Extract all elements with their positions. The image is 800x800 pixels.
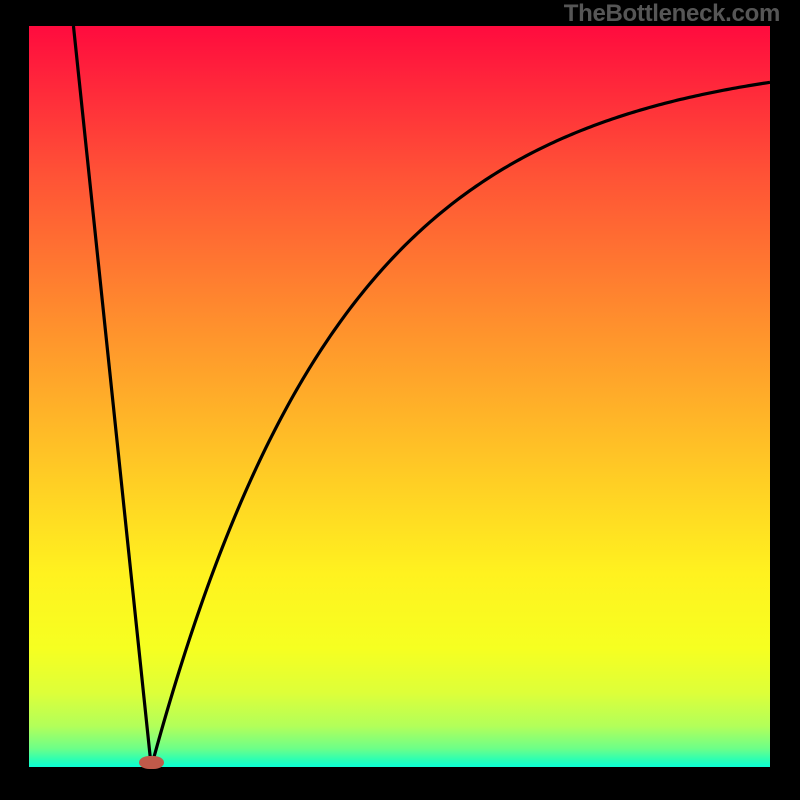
min-point-marker [139,756,164,769]
bottleneck-curve [73,26,770,767]
watermark-text: TheBottleneck.com [564,0,780,28]
figure: TheBottleneck.com [0,0,800,800]
curves-layer [29,26,770,767]
plot-area [29,26,770,767]
